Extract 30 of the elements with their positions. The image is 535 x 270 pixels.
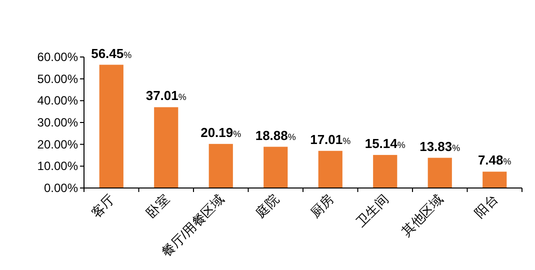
x-tick-label: 客厅	[88, 192, 118, 221]
data-label: 20.19%	[200, 124, 242, 140]
x-tick-label: 其他区域	[398, 192, 446, 239]
data-label: 56.45%	[91, 46, 132, 61]
data-label: 7.48%	[478, 152, 512, 168]
y-tick-label: 50.00%	[37, 72, 78, 86]
x-tick-label: 卧室	[143, 192, 172, 221]
data-label: 15.14%	[364, 136, 406, 151]
data-label: 13.83%	[420, 138, 460, 154]
y-tick-label: 40.00%	[37, 94, 78, 108]
data-label: 37.01%	[146, 88, 186, 104]
y-tick-label: 10.00%	[37, 159, 78, 174]
data-label: 18.88%	[255, 128, 296, 143]
x-tick-label: 厨房	[308, 192, 336, 221]
y-tick-label: 30.00%	[37, 116, 78, 130]
bar	[373, 154, 398, 188]
bar	[482, 172, 507, 188]
data-label: 17.01%	[310, 132, 351, 147]
x-tick-label: 庭院	[252, 192, 282, 221]
bar	[154, 107, 178, 188]
x-tick-label: 阳台	[472, 192, 501, 221]
bar	[428, 158, 452, 188]
bar	[264, 146, 288, 188]
y-tick-label: 20.00%	[37, 137, 78, 152]
bar	[318, 150, 342, 188]
x-tick-label: 卫生间	[353, 192, 392, 230]
bar	[99, 64, 124, 188]
y-tick-label: 60.00%	[37, 50, 78, 64]
y-tick-label: 0.00%	[44, 181, 78, 195]
bar	[208, 144, 233, 188]
